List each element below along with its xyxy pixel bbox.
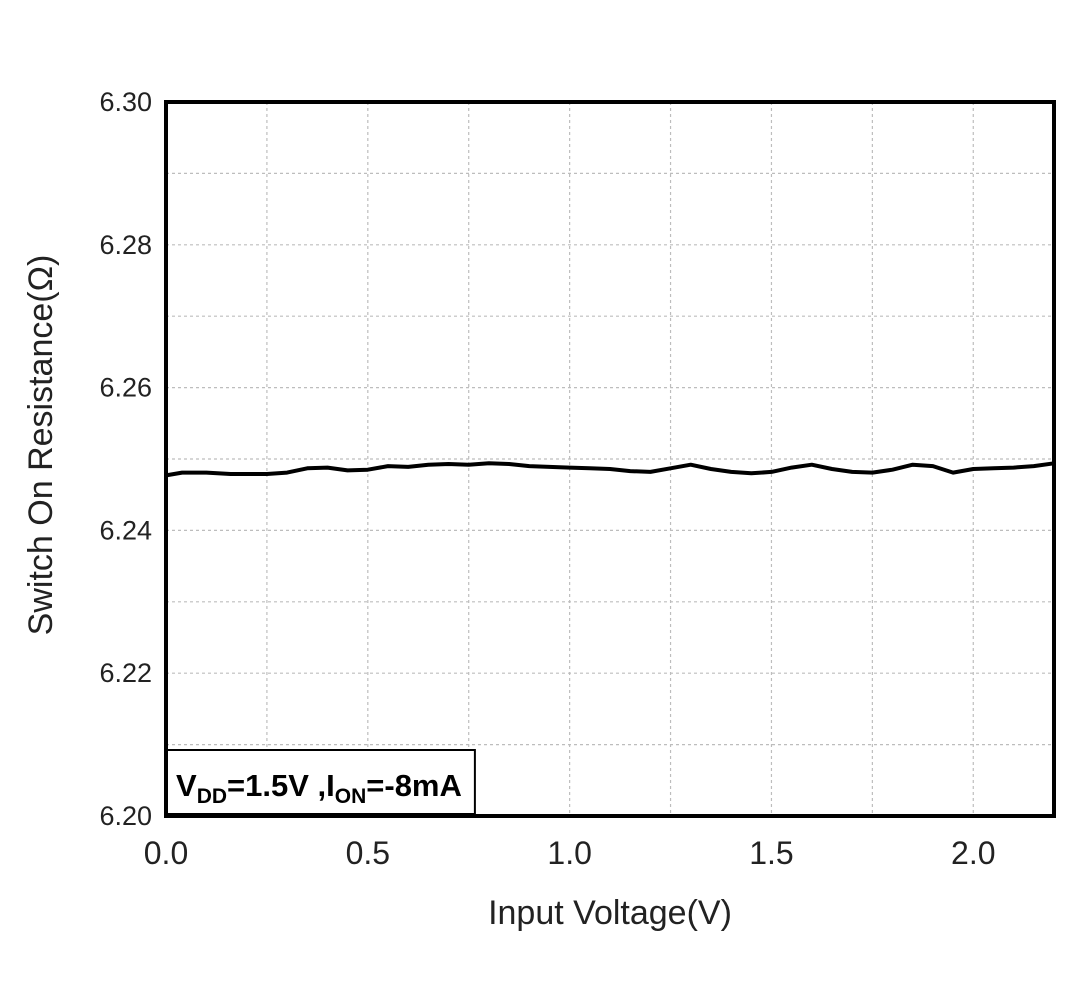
annotation-text: VDD=1.5V ,ION=-8mA: [176, 768, 462, 808]
condition-annotation: VDD=1.5V ,ION=-8mA: [166, 749, 476, 815]
annotation-i-value: =-8mA: [366, 768, 462, 803]
x-tick-label: 1.0: [547, 835, 591, 871]
plot-frame: [164, 100, 1056, 818]
y-tick-label: 6.22: [99, 658, 152, 688]
x-tick-label: 2.0: [951, 835, 995, 871]
x-tick-labels: 0.0 0.5 1.0 1.5 2.0: [144, 835, 996, 871]
y-tick-label: 6.20: [99, 801, 152, 831]
y-axis-title: Switch On Resistance(Ω): [22, 255, 60, 636]
x-tick-label: 1.5: [749, 835, 793, 871]
annotation-v-subscript: DD: [197, 785, 227, 808]
x-tick-label: 0.5: [346, 835, 390, 871]
annotation-v-symbol: V: [176, 768, 197, 803]
annotation-i-subscript: ON: [335, 785, 367, 808]
y-tick-label: 6.28: [99, 230, 152, 260]
x-axis-title: Input Voltage(V): [488, 894, 732, 932]
grid-layer: [166, 102, 1054, 816]
y-tick-label: 6.24: [99, 515, 152, 545]
series-line: [164, 461, 1056, 478]
annotation-i-symbol: I: [326, 768, 335, 803]
annotation-v-value: =1.5V ,: [227, 768, 326, 803]
y-tick-labels: 6.20 6.22 6.24 6.26 6.28 6.30: [99, 87, 152, 831]
y-tick-label: 6.30: [99, 87, 152, 117]
x-tick-label: 0.0: [144, 835, 188, 871]
y-tick-label: 6.26: [99, 373, 152, 403]
annotation-box: [166, 749, 476, 815]
